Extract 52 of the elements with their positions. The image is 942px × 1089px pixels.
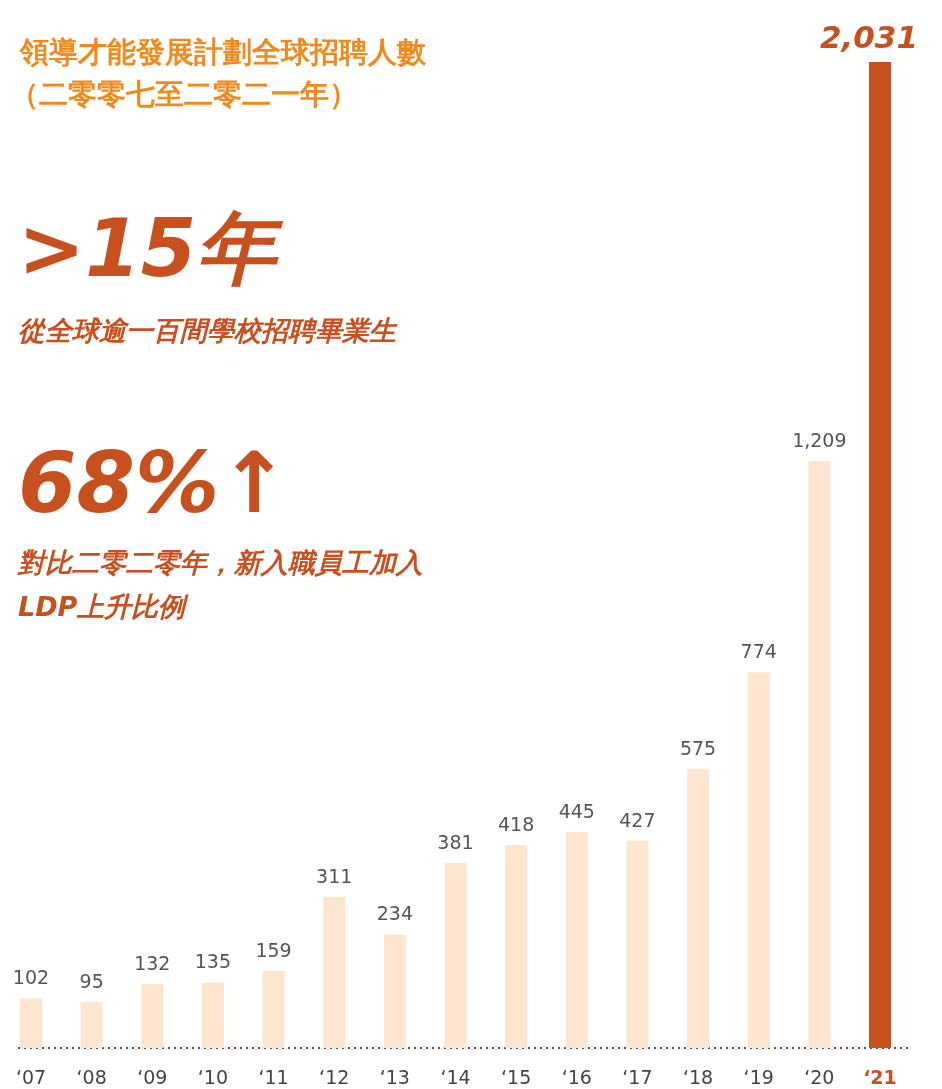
bar <box>80 1001 103 1048</box>
bar <box>383 934 406 1048</box>
data-label: 311 <box>316 865 353 888</box>
x-tick-label: ‘15 <box>501 1066 532 1088</box>
bar <box>444 863 467 1048</box>
chart-title: 領導才能發展計劃全球招聘人數 <box>19 35 427 69</box>
annotation: 從全球逾一百間學校招聘畢業生 <box>18 315 398 346</box>
x-tick-label: ‘20 <box>804 1066 835 1088</box>
data-label: 445 <box>558 799 595 822</box>
annotation: >15年 <box>18 202 285 295</box>
x-tick-label: ‘09 <box>137 1066 168 1088</box>
text: （二零零七至二零二一年） <box>10 77 358 111</box>
bar <box>262 970 285 1048</box>
bar <box>323 897 346 1048</box>
data-label: 102 <box>12 966 50 989</box>
x-tick-label: ‘21 <box>863 1066 897 1088</box>
bar <box>20 998 42 1048</box>
x-tick-label: ‘17 <box>622 1066 653 1088</box>
data-label: 774 <box>740 640 777 663</box>
data-label: 418 <box>498 813 535 836</box>
bar <box>505 845 528 1048</box>
bar <box>565 831 588 1048</box>
x-tick-label: ‘11 <box>258 1066 289 1088</box>
x-tick-label: ‘08 <box>76 1066 107 1088</box>
x-tick-label: ‘14 <box>440 1066 471 1088</box>
data-label: 1,209 <box>792 429 847 452</box>
x-tick-label: ‘10 <box>197 1066 229 1088</box>
bar <box>747 672 770 1048</box>
data-label: 135 <box>194 950 232 973</box>
x-tick-label: ‘19 <box>743 1066 774 1088</box>
x-tick-label: ‘07 <box>15 1066 47 1088</box>
x-tick-label: ‘16 <box>561 1066 592 1088</box>
data-label: 234 <box>376 902 413 925</box>
bar <box>626 840 649 1048</box>
bar <box>869 62 891 1048</box>
data-label: 381 <box>437 831 474 854</box>
data-label: 159 <box>255 938 292 961</box>
x-tick-label: ‘18 <box>682 1066 714 1088</box>
x-tick-label: ‘12 <box>319 1066 350 1088</box>
data-label: 95 <box>79 969 104 992</box>
x-tick-label: ‘13 <box>379 1066 410 1088</box>
annotation: 對比二零二零年，新入職員工加入 <box>17 547 423 578</box>
annotation: LDP上升比例 <box>18 591 190 622</box>
annotation: 68%↑ <box>18 434 290 532</box>
data-label: 132 <box>134 951 171 974</box>
bar <box>141 983 164 1048</box>
data-label: 2,031 <box>819 19 918 55</box>
data-label: 427 <box>619 808 656 831</box>
bar <box>687 768 710 1048</box>
bar <box>808 461 831 1048</box>
data-label: 575 <box>679 736 717 759</box>
bar <box>201 982 224 1048</box>
